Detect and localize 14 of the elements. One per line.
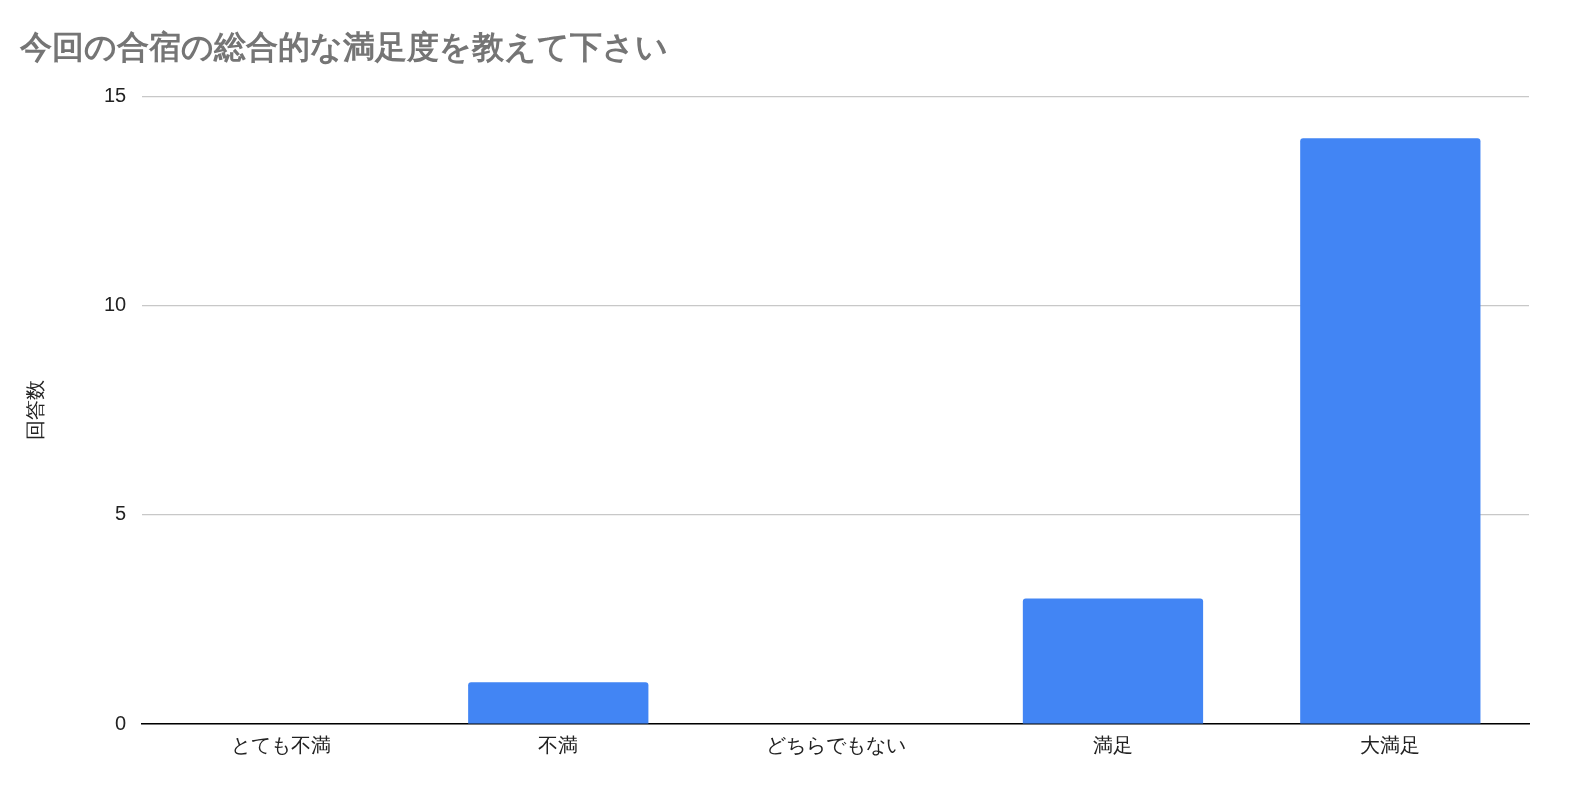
chart-title: 今回の合宿の総合的な満足度を教えて下さい — [19, 29, 668, 66]
bar — [468, 682, 649, 724]
x-tick-label: 大満足 — [1360, 733, 1421, 756]
y-tick-label: 15 — [104, 83, 127, 106]
y-tick-label: 0 — [115, 711, 127, 734]
y-tick-label: 10 — [104, 293, 127, 316]
bar — [1300, 138, 1481, 724]
x-tick-label: 不満 — [538, 733, 579, 756]
y-axis-title: 回答数 — [23, 380, 46, 441]
bar — [1022, 598, 1204, 724]
y-tick-label: 5 — [115, 502, 127, 525]
x-tick-label: とても不満 — [230, 733, 331, 756]
x-tick-label: どちらでもない — [765, 733, 906, 756]
x-tick-label: 満足 — [1092, 733, 1133, 756]
